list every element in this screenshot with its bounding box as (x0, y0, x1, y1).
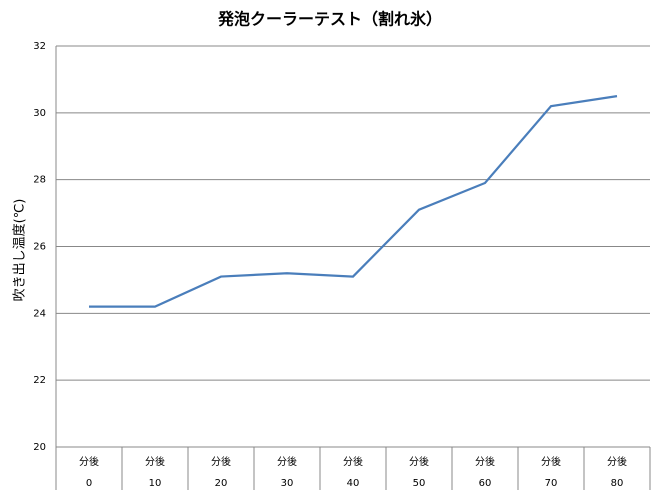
x-tick-label: 分後 (541, 455, 561, 468)
y-tick-label: 30 (33, 108, 46, 119)
x-tick-label: 分後 (145, 455, 165, 468)
y-tick-label: 32 (33, 41, 46, 52)
x-tick-label: 0 (86, 478, 92, 489)
x-tick-label: 分後 (211, 455, 231, 468)
x-tick-label: 80 (611, 478, 624, 489)
x-tick-label: 分後 (343, 455, 363, 468)
x-tick-label: 分後 (79, 455, 99, 468)
x-tick-label: 50 (413, 478, 426, 489)
y-tick-label: 28 (33, 175, 46, 186)
y-tick-label: 24 (33, 308, 46, 319)
x-tick-label: 40 (347, 478, 360, 489)
x-tick-label: 分後 (277, 455, 297, 468)
data-line (89, 95, 618, 308)
x-tick-label: 分後 (475, 455, 495, 468)
y-tick-label: 22 (33, 375, 46, 386)
x-tick-label: 分後 (607, 455, 627, 468)
x-tick-label: 20 (215, 478, 228, 489)
x-tick-label: 分後 (409, 455, 429, 468)
y-axis-title: 吹き出し温度(℃) (12, 199, 28, 302)
x-tick-label: 10 (149, 478, 162, 489)
x-tick-label: 60 (479, 478, 492, 489)
chart-title: 発泡クーラーテスト（割れ氷） (217, 10, 442, 29)
y-tick-label: 26 (33, 242, 46, 253)
x-tick-label: 30 (281, 478, 294, 489)
y-tick-label: 20 (33, 442, 46, 453)
x-tick-label: 70 (545, 478, 558, 489)
